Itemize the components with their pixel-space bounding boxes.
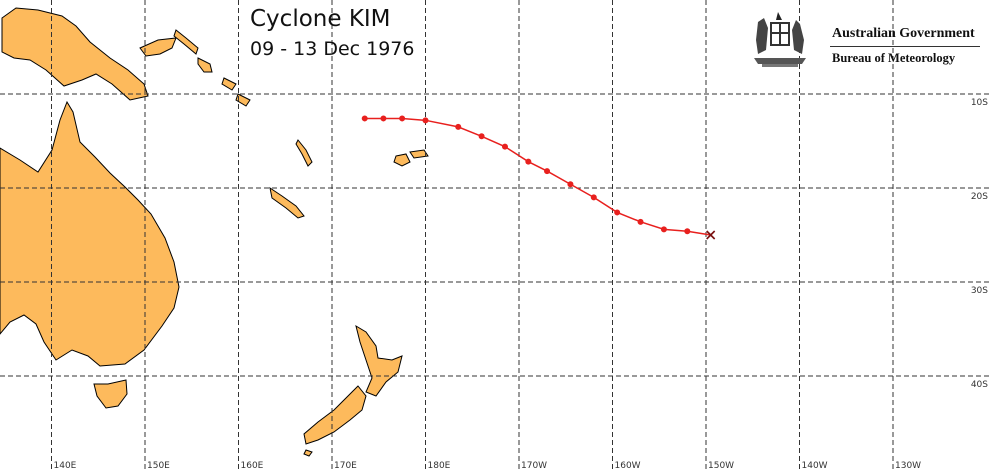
land-vanuatu xyxy=(295,139,313,167)
longitude-label: 160W xyxy=(615,461,641,471)
track-point xyxy=(684,228,691,235)
latitude-label: 30S xyxy=(971,286,988,296)
land-fiji-viti-levu xyxy=(393,153,411,167)
track-point xyxy=(544,168,551,175)
land-tasmania xyxy=(93,379,128,409)
track-point xyxy=(399,115,406,122)
land-nz-south-island xyxy=(303,385,367,445)
land-new-britain xyxy=(139,37,177,57)
track-end-marker xyxy=(706,230,716,240)
track-line xyxy=(364,117,711,236)
land-stewart-island xyxy=(303,449,313,457)
track-point xyxy=(422,117,429,124)
longitude-label: 170W xyxy=(521,461,547,471)
logo-line-2: Bureau of Meteorology xyxy=(832,51,956,65)
latitude-labels: 10S 20S 30S 40S xyxy=(971,98,988,390)
chart-title: Cyclone KIM xyxy=(250,6,391,32)
track-point xyxy=(455,123,462,130)
land-solomon-2 xyxy=(235,93,251,107)
latitude-label: 10S xyxy=(971,98,988,108)
longitude-label: 160E xyxy=(241,461,264,471)
land-solomon-1 xyxy=(221,77,237,91)
cyclone-track xyxy=(361,115,716,240)
logo-line-1: Australian Government xyxy=(832,26,975,41)
latitude-label: 20S xyxy=(971,192,988,202)
land-bougainville xyxy=(197,57,213,73)
track-point xyxy=(567,181,574,188)
date-range: 09 - 13 Dec 1976 xyxy=(250,38,415,60)
longitude-labels: 140E 150E 160E 170E 180E 170W 160W 150W 140W 130W xyxy=(54,461,922,471)
longitude-label: 130W xyxy=(895,461,921,471)
track-point xyxy=(478,133,485,140)
logo-divider xyxy=(830,46,980,47)
land-fiji-vanua-levu xyxy=(409,149,429,159)
track-point xyxy=(361,115,368,122)
longitude-label: 140E xyxy=(54,461,77,471)
longitude-label: 150E xyxy=(147,461,170,471)
longitude-label: 170E xyxy=(334,461,357,471)
land-new-guinea xyxy=(1,7,149,101)
longitude-label: 140W xyxy=(802,461,828,471)
track-point xyxy=(637,218,644,225)
track-point xyxy=(525,158,532,165)
land-new-caledonia xyxy=(269,186,305,219)
track-point xyxy=(660,226,667,233)
land-new-ireland xyxy=(173,29,199,55)
track-point xyxy=(614,209,621,216)
coat-of-arms-icon xyxy=(754,12,806,67)
latitude-label: 40S xyxy=(971,380,988,390)
longitude-label: 180E xyxy=(428,461,451,471)
land-masses xyxy=(0,7,429,457)
track-point xyxy=(501,143,508,150)
land-nz-north-island xyxy=(355,324,403,397)
track-point xyxy=(380,115,387,122)
track-point xyxy=(590,194,597,201)
land-australia xyxy=(0,100,180,367)
longitude-label: 150W xyxy=(708,461,734,471)
